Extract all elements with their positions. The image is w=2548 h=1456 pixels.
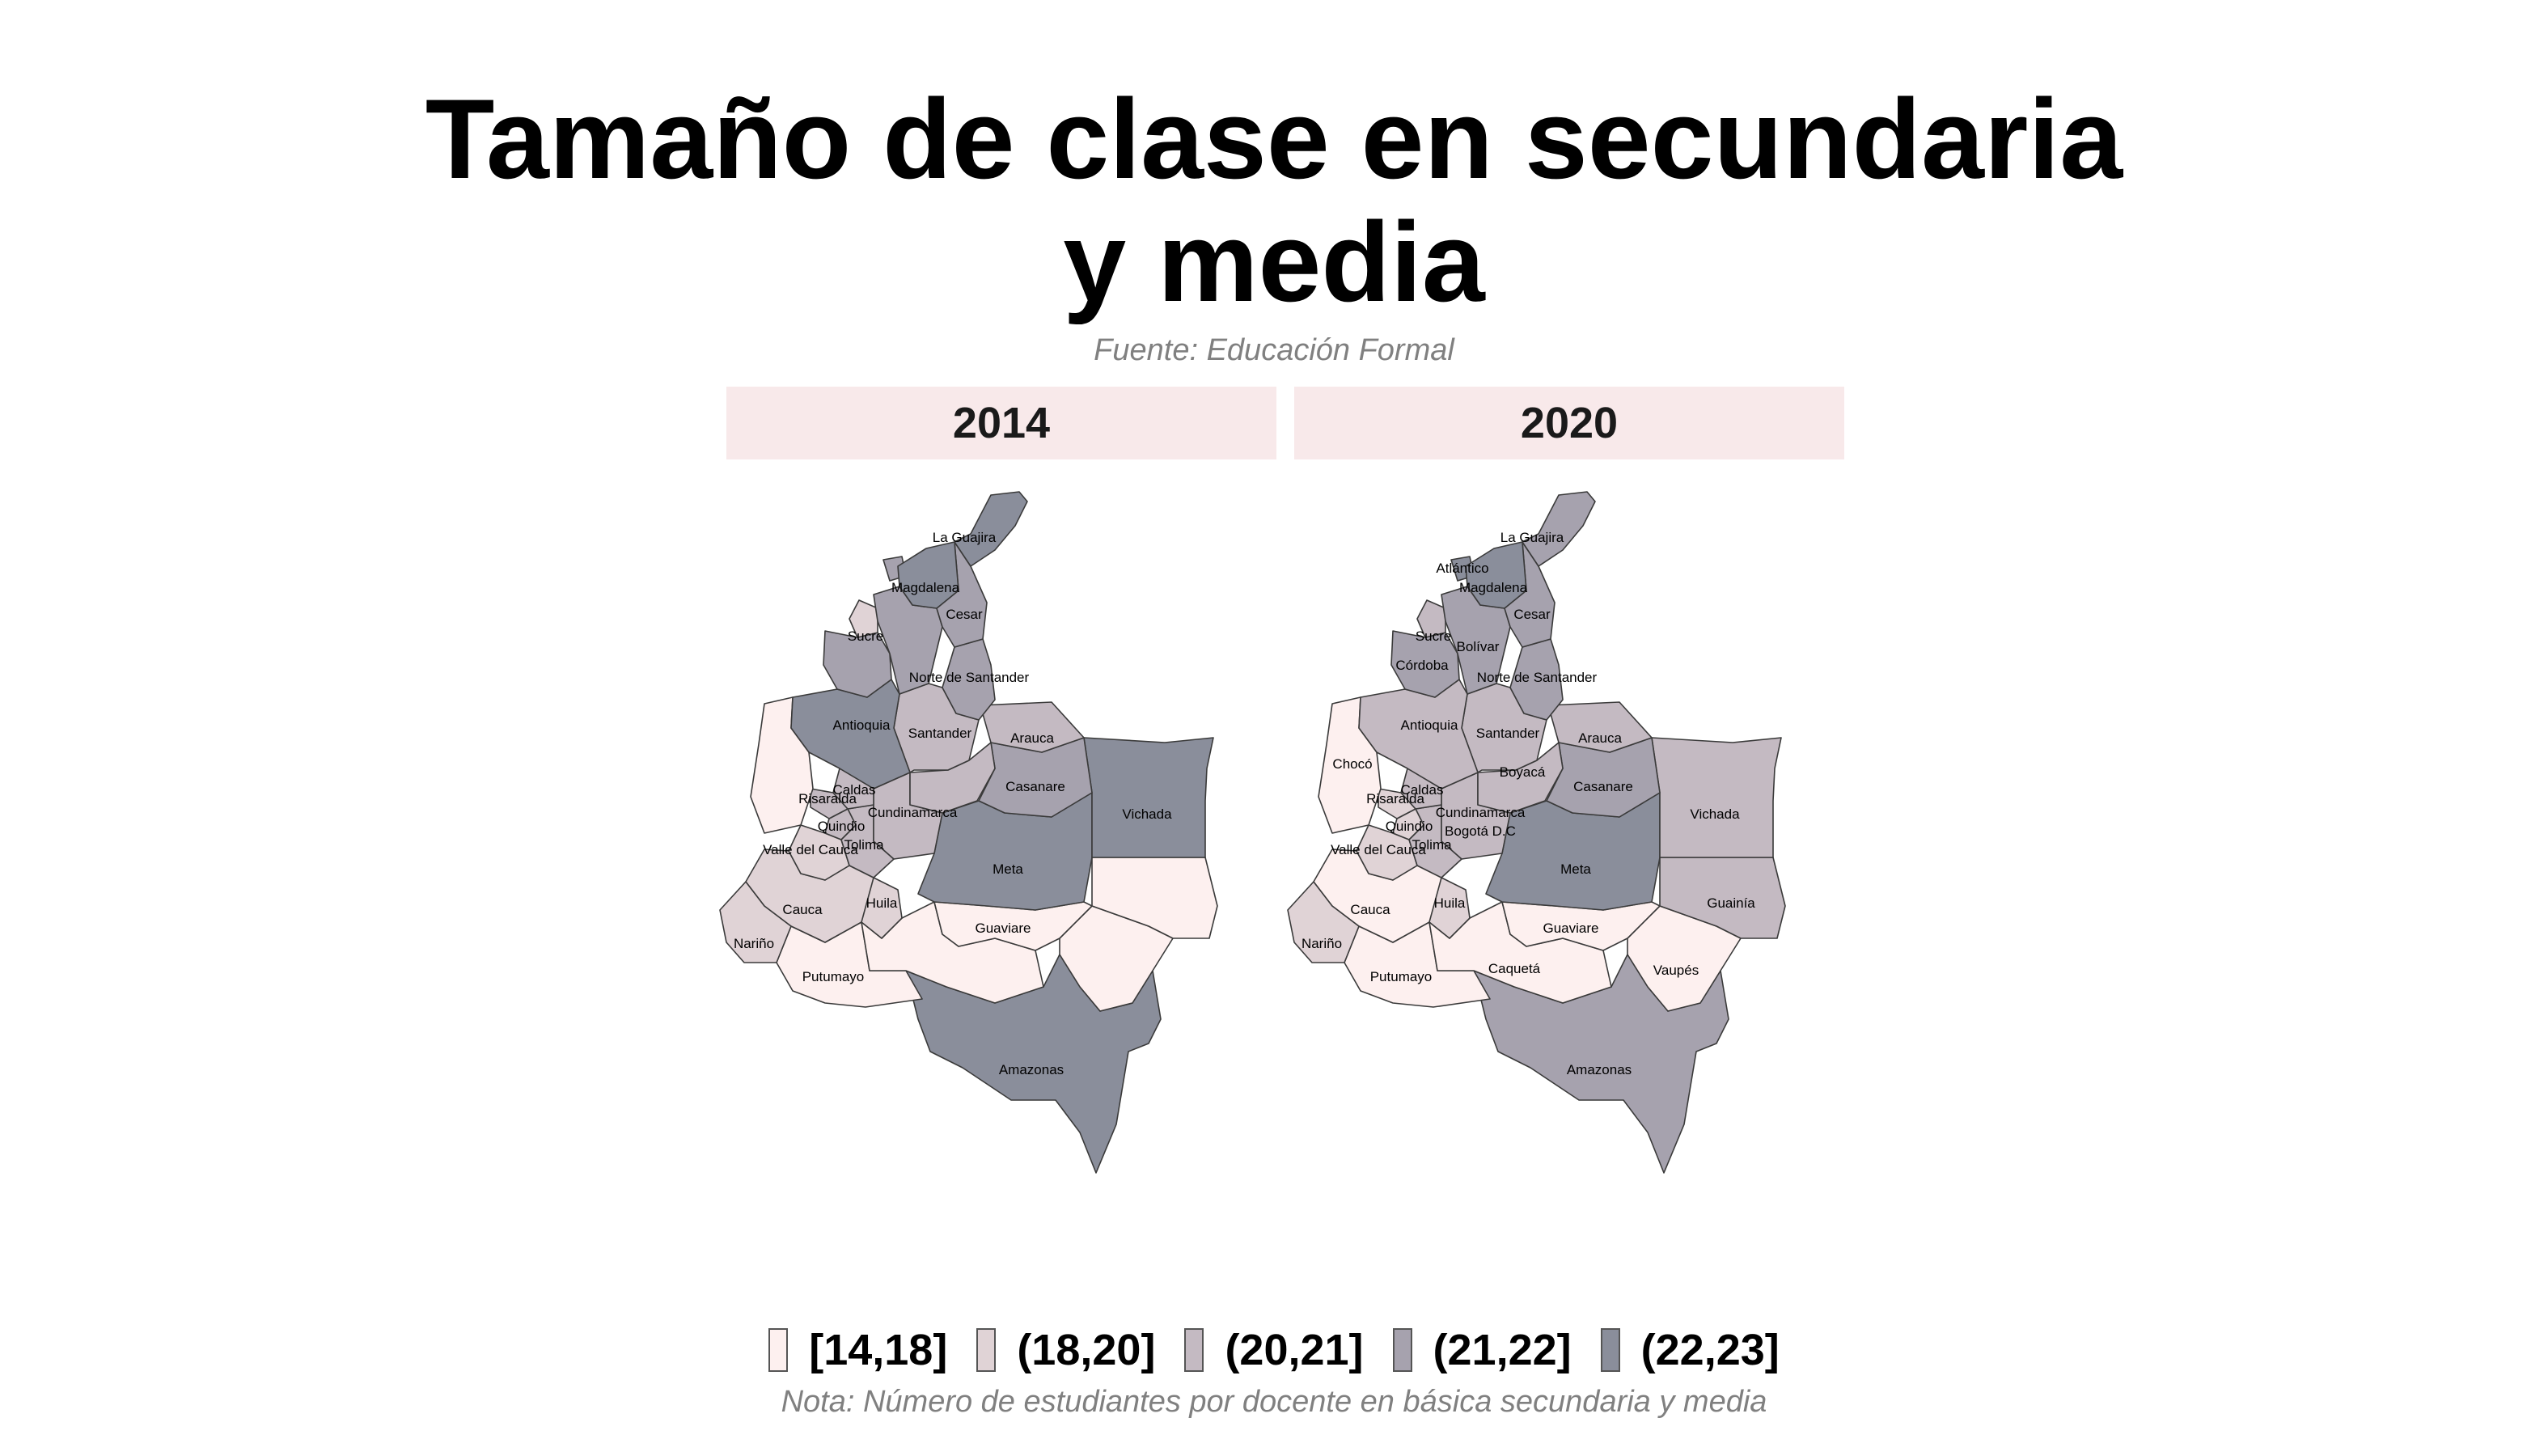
region-label-vichada: Vichada	[1690, 806, 1740, 822]
legend-label: (21,22]	[1433, 1326, 1572, 1374]
region-risaralda	[1378, 788, 1416, 819]
region-label-caldas: Caldas	[1401, 782, 1444, 798]
legend-key	[768, 1328, 789, 1372]
region-magdalena	[1465, 541, 1527, 609]
region-label-putumayo: Putumayo	[1370, 969, 1433, 984]
region-label-antioquia: Antioquia	[833, 717, 891, 733]
legend-item: (21,22]	[1392, 1325, 1572, 1375]
region-label-cundinamarca: Cundinamarca	[1436, 805, 1526, 820]
region-label-caqueta: Caquetá	[1488, 961, 1541, 976]
region-label-cesar: Cesar	[1513, 607, 1551, 622]
chart-subtitle: Fuente: Educación Formal	[1094, 333, 1454, 367]
region-label-magdalena: Magdalena	[1459, 580, 1528, 595]
chart-title-line-2: y media	[1063, 198, 1485, 325]
region-label-arauca: Arauca	[1578, 730, 1622, 746]
region-label-bogota: Bogotá D.C	[1445, 823, 1516, 839]
region-label-boyaca: Boyacá	[1500, 764, 1546, 780]
region-label-amazonas: Amazonas	[1567, 1062, 1632, 1077]
region-label-choco: Chocó	[1332, 756, 1372, 772]
legend-item: (20,21]	[1184, 1325, 1364, 1375]
region-la-guajira	[1522, 491, 1596, 567]
legend-key	[1184, 1328, 1204, 1372]
region-sucre	[1416, 599, 1446, 638]
legend-item: [14,18]	[768, 1325, 947, 1375]
panel-strip-2020: 2020	[1294, 387, 1844, 459]
region-label-tolima: Tolima	[1412, 837, 1452, 853]
region-label-meta: Meta	[993, 861, 1023, 877]
region-vichada	[1651, 737, 1782, 858]
region-label-cesar: Cesar	[946, 607, 983, 622]
region-sucre	[849, 599, 878, 638]
region-label-cordoba: Córdoba	[1395, 658, 1449, 673]
region-magdalena	[897, 541, 959, 609]
region-label-guaviare: Guaviare	[976, 921, 1031, 936]
region-label-quindio: Quindio	[818, 819, 866, 834]
region-label-santander: Santander	[1476, 726, 1540, 741]
legend-label: (18,20]	[1017, 1326, 1156, 1374]
region-label-cauca: Cauca	[782, 902, 823, 917]
region-amazonas	[1473, 954, 1729, 1174]
region-label-atlantico: Atlántico	[1436, 561, 1488, 576]
legend-key	[1600, 1328, 1620, 1372]
legend-label: [14,18]	[809, 1326, 948, 1374]
region-label-antioquia: Antioquia	[1401, 717, 1458, 733]
panel-strip-2014: 2014	[726, 387, 1276, 459]
chart-title: Tamaño de clase en secundaria y media	[0, 78, 2548, 324]
map-panel-2014: La Guajira Magdalena Cesar Sucre Norte de Sa…	[719, 491, 1218, 1174]
region-label-narino: Nariño	[734, 936, 774, 951]
region-label-tolima: Tolima	[844, 837, 884, 853]
region-label-bolivar: Bolívar	[1457, 639, 1500, 654]
region-label-risaralda: Risaralda	[798, 791, 857, 806]
chart-note: Nota: Número de estudiantes por docente …	[781, 1385, 1767, 1419]
region-label-la-guajira: La Guajira	[1500, 530, 1564, 545]
region-label-la-guajira: La Guajira	[933, 530, 997, 545]
region-label-valle-del-cauca: Valle del Cauca	[763, 842, 858, 857]
region-label-norte-de-santander: Norte de Santander	[1477, 670, 1598, 685]
region-label-guaviare: Guaviare	[1543, 921, 1599, 936]
region-la-guajira	[954, 491, 1028, 567]
region-label-vaupes: Vaupés	[1653, 963, 1699, 978]
region-label-quindio: Quindio	[1386, 819, 1433, 834]
region-label-arauca: Arauca	[1010, 730, 1054, 746]
region-label-vichada: Vichada	[1122, 806, 1172, 822]
region-vichada	[1083, 737, 1214, 858]
legend-key	[1392, 1328, 1412, 1372]
region-label-caldas: Caldas	[833, 782, 876, 798]
region-risaralda	[810, 788, 849, 819]
region-label-magdalena: Magdalena	[891, 580, 960, 595]
region-label-huila: Huila	[866, 895, 898, 911]
region-label-guainia: Guainía	[1707, 895, 1755, 911]
region-label-casanare: Casanare	[1005, 779, 1065, 794]
region-label-casanare: Casanare	[1573, 779, 1633, 794]
region-label-amazonas: Amazonas	[999, 1062, 1064, 1077]
legend-item: (22,23]	[1600, 1325, 1780, 1375]
region-label-valle-del-cauca: Valle del Cauca	[1331, 842, 1426, 857]
region-label-putumayo: Putumayo	[802, 969, 865, 984]
chart-title-line-1: Tamaño de clase en secundaria	[425, 75, 2123, 202]
legend-label: (20,21]	[1225, 1326, 1364, 1374]
legend-key	[976, 1328, 997, 1372]
region-label-norte-de-santander: Norte de Santander	[909, 670, 1030, 685]
region-label-sucre: Sucre	[1416, 629, 1451, 644]
legend-item: (18,20]	[976, 1325, 1155, 1375]
region-label-cauca: Cauca	[1350, 902, 1390, 917]
legend-label: (22,23]	[1640, 1326, 1780, 1374]
map-panel-2020: La Guajira Atlántico Magdalena Cesar Sucre Bo…	[1287, 491, 1786, 1174]
legend: [14,18] (18,20] (20,21] (21,22] (22,23]	[0, 1322, 2548, 1378]
region-label-huila: Huila	[1434, 895, 1466, 911]
region-arauca	[980, 701, 1085, 753]
region-label-santander: Santander	[908, 726, 972, 741]
region-norte-de-santander	[942, 638, 996, 721]
region-label-meta: Meta	[1560, 861, 1591, 877]
region-label-narino: Nariño	[1302, 936, 1342, 951]
region-arauca	[1547, 701, 1653, 753]
region-label-sucre: Sucre	[848, 629, 883, 644]
region-label-cundinamarca: Cundinamarca	[868, 805, 958, 820]
region-label-risaralda: Risaralda	[1366, 791, 1424, 806]
region-amazonas	[905, 954, 1162, 1174]
region-norte-de-santander	[1509, 638, 1564, 721]
